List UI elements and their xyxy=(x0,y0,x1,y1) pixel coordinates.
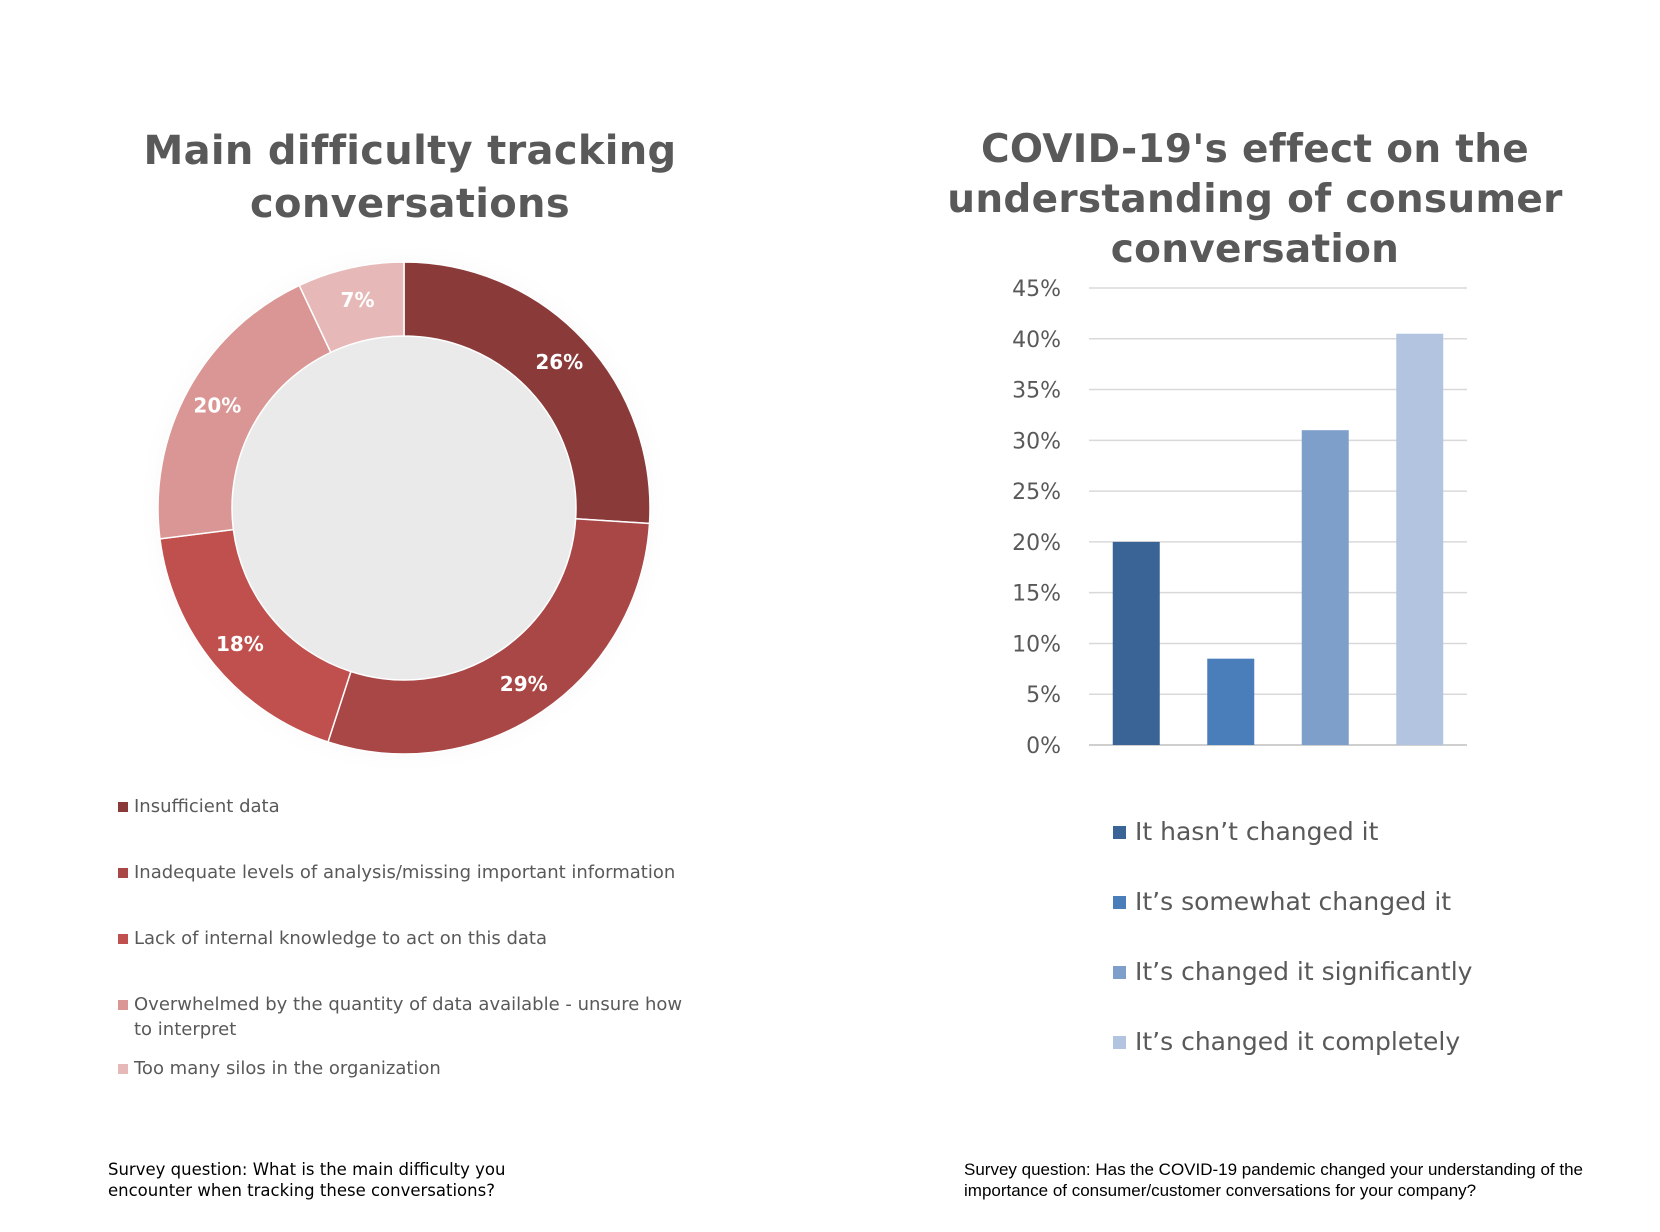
donut-slice-too-many-silos-in-the-organization xyxy=(298,261,405,354)
y-tick-label: 30% xyxy=(1012,429,1061,454)
donut-data-label: 29% xyxy=(500,672,548,696)
y-tick-label: 20% xyxy=(1012,531,1061,556)
legend-label: It hasn’t changed it xyxy=(1135,817,1379,846)
y-tick-label: 10% xyxy=(1012,632,1061,657)
legend-swatch xyxy=(118,868,128,878)
donut-slice-inadequate-levels-of-analysis-missing-important-information xyxy=(327,518,651,755)
legend-label: Inadequate levels of analysis/missing im… xyxy=(134,862,676,883)
y-tick-label: 40% xyxy=(1012,328,1061,353)
y-tick-label: 35% xyxy=(1012,379,1061,404)
bar-legend-item: It’s changed it significantly xyxy=(1113,955,1472,989)
legend-label: It’s changed it significantly xyxy=(1135,957,1473,986)
donut-survey-caption: Survey question: What is the main diffic… xyxy=(108,1160,506,1200)
y-tick-label: 45% xyxy=(1012,277,1061,302)
bar-its-changed-it-completely xyxy=(1396,333,1444,745)
donut-data-label: 20% xyxy=(193,393,241,417)
bar-chart-panel: COVID-19's effect on the understanding o… xyxy=(830,0,1660,1232)
bar-chart: 0% 5% 10% 15% 20% 25% 30% 35% 40% 45% xyxy=(1012,277,1467,759)
legend-swatch xyxy=(118,934,128,944)
bar-it-hasnt-changed-it xyxy=(1112,541,1160,745)
donut-chart-title: Main difficulty tracking conversations xyxy=(143,128,677,227)
legend-swatch xyxy=(1113,965,1126,979)
donut-chart-panel: Main difficulty tracking conversations 2… xyxy=(108,128,694,1200)
donut-legend-item: Overwhelmed by the quantity of data avai… xyxy=(118,992,694,1042)
legend-label: It’s somewhat changed it xyxy=(1135,887,1452,916)
y-tick-label: 15% xyxy=(1012,582,1061,607)
bar-chart-title: COVID-19's effect on the understanding o… xyxy=(947,127,1563,272)
donut-slice-insufficient-data xyxy=(403,261,651,525)
legend-label: It’s changed it completely xyxy=(1135,1027,1461,1056)
donut-data-label: 26% xyxy=(535,350,583,374)
bar-survey-caption: Survey question: Has the COVID-19 pandem… xyxy=(964,1160,1583,1200)
legend-swatch xyxy=(1113,895,1126,909)
bar-legend-item: It’s somewhat changed it xyxy=(1113,885,1451,919)
donut-legend-item: Insufficient data xyxy=(118,794,694,819)
y-tick-label: 0% xyxy=(1026,734,1061,759)
donut-data-label: 7% xyxy=(341,288,375,312)
bar-its-somewhat-changed-it xyxy=(1207,658,1255,745)
legend-swatch xyxy=(1113,1035,1126,1049)
donut-legend-item: Too many silos in the organization xyxy=(118,1056,694,1081)
legend-label: Overwhelmed by the quantity of data avai… xyxy=(134,994,683,1040)
bar-its-changed-it-significantly xyxy=(1301,430,1349,745)
donut-legend-item: Lack of internal knowledge to act on thi… xyxy=(118,926,694,951)
legend-swatch xyxy=(1113,825,1126,839)
legend-swatch xyxy=(118,802,128,812)
legend-label: Lack of internal knowledge to act on thi… xyxy=(134,928,547,949)
y-tick-label: 25% xyxy=(1012,480,1061,505)
legend-label: Too many silos in the organization xyxy=(134,1058,441,1079)
donut-chart: 26% 29% 18% 20% 7% xyxy=(136,240,672,776)
donut-legend-item: Inadequate levels of analysis/missing im… xyxy=(118,860,694,885)
legend-swatch xyxy=(118,1000,128,1010)
bar-legend-item: It’s changed it completely xyxy=(1113,1025,1460,1059)
donut-data-label: 18% xyxy=(216,632,264,656)
legend-swatch xyxy=(118,1064,128,1074)
bar-legend-item: It hasn’t changed it xyxy=(1113,815,1378,849)
legend-label: Insufficient data xyxy=(134,796,280,817)
y-tick-label: 5% xyxy=(1026,683,1061,708)
